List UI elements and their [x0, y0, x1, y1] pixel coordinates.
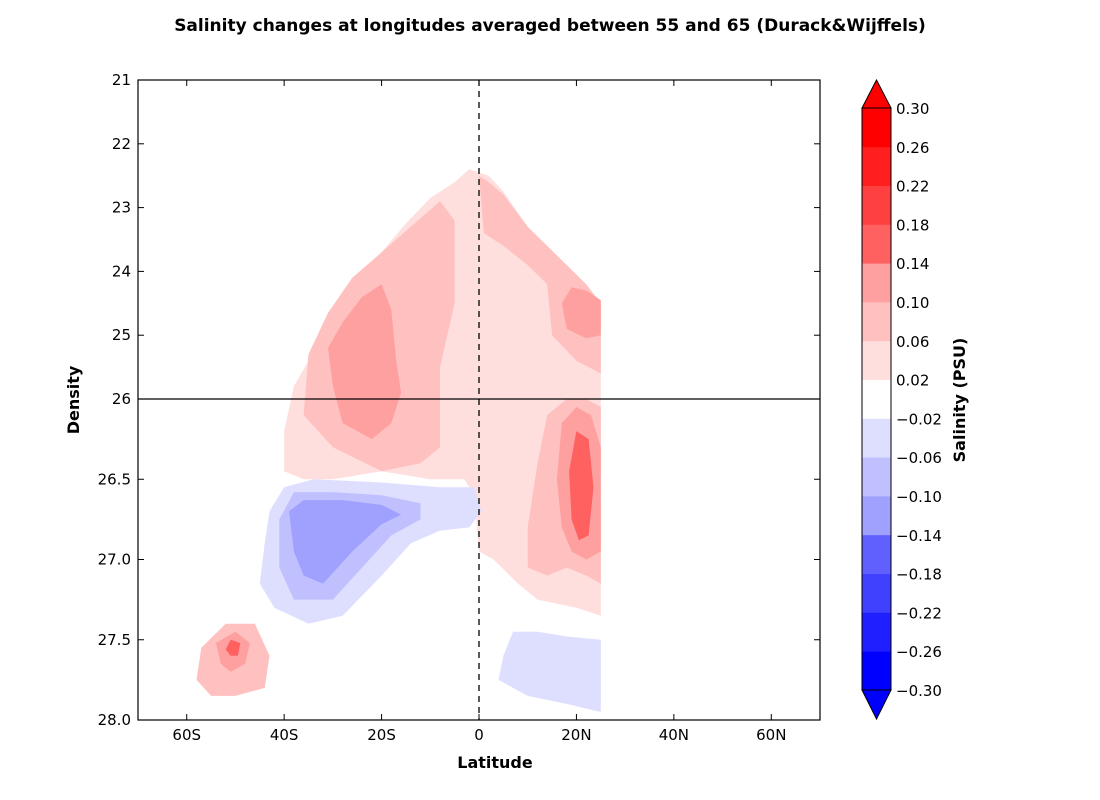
colorbar-band: [862, 340, 891, 380]
colorbar-tick-label: 0.06: [896, 333, 929, 351]
y-tick-label: 27.5: [98, 631, 131, 649]
y-tick-label: 22: [112, 135, 131, 153]
colorbar-band: [862, 224, 891, 264]
colorbar-band: [862, 457, 891, 497]
y-tick-label: 23: [112, 199, 131, 217]
colorbar-band: [862, 651, 891, 691]
y-axis-ticks: 21 22 23 24 25 26 26.5 27.0 27.5 28.0: [98, 71, 820, 729]
colorbar-tick-label: −0.10: [896, 488, 942, 506]
y-tick-label: 26: [112, 390, 131, 408]
contour-region-positive-10: [225, 639, 241, 656]
x-tick-label: 40N: [659, 726, 689, 744]
colorbar-tick-label: 0.30: [896, 100, 929, 118]
colorbar-band: [862, 418, 891, 458]
colorbar-tick-label: −0.06: [896, 449, 942, 467]
colorbar-tick-label: 0.18: [896, 216, 929, 234]
colorbar-tick-label: −0.18: [896, 566, 942, 584]
contour-region-positive-5: [328, 284, 402, 440]
colorbar: [861, 78, 892, 721]
colorbar-band: [862, 573, 891, 613]
colorbar-tick-label: −0.02: [896, 410, 942, 428]
y-axis-label: Density: [64, 365, 83, 434]
colorbar-ticks: −0.30 −0.26 −0.22 −0.18 −0.14 −0.10 −0.06 −0.02…: [896, 100, 942, 700]
contour-region-positive-7: [561, 287, 601, 339]
colorbar-tick-label: −0.22: [896, 604, 942, 622]
contour-regions: [196, 169, 601, 712]
x-tick-label: 20S: [367, 726, 396, 744]
colorbar-tick-label: 0.14: [896, 255, 929, 273]
x-tick-label: 40S: [270, 726, 299, 744]
x-tick-label: 60S: [172, 726, 201, 744]
colorbar-band: [862, 496, 891, 536]
contour-region-negative-12: [498, 631, 601, 712]
colorbar-tick-label: −0.26: [896, 643, 942, 661]
x-tick-label: 0: [474, 726, 484, 744]
colorbar-band: [862, 263, 891, 303]
x-axis-label: Latitude: [457, 753, 533, 772]
colorbar-band: [862, 379, 891, 419]
y-tick-label: 26.5: [98, 470, 131, 488]
colorbar-label: Salinity (PSU): [950, 338, 969, 463]
chart-title: Salinity changes at longitudes averaged …: [174, 16, 926, 36]
colorbar-band: [862, 108, 891, 148]
x-axis-ticks: 60S 40S 20S 0 20N 40N 60N: [172, 80, 786, 744]
colorbar-band: [862, 612, 891, 652]
y-tick-label: 27.0: [98, 551, 131, 569]
y-tick-label: 25: [112, 326, 131, 344]
colorbar-band: [862, 302, 891, 342]
y-tick-label: 24: [112, 262, 131, 280]
colorbar-band: [862, 534, 891, 574]
colorbar-band: [862, 146, 891, 186]
colorbar-tick-label: 0.22: [896, 178, 929, 196]
colorbar-band: [862, 185, 891, 225]
colorbar-tick-label: 0.10: [896, 294, 929, 312]
x-tick-label: 60N: [756, 726, 786, 744]
colorbar-tick-label: 0.02: [896, 372, 929, 390]
colorbar-tick-label: −0.14: [896, 527, 942, 545]
contour-region-positive-9: [569, 431, 594, 541]
y-tick-label: 28.0: [98, 711, 131, 729]
x-tick-label: 20N: [561, 726, 591, 744]
colorbar-tick-label: 0.26: [896, 139, 929, 157]
colorbar-frame: [861, 107, 892, 691]
colorbar-tick-label: −0.30: [896, 682, 942, 700]
y-tick-label: 21: [112, 71, 131, 89]
contour-region-negative-14: [289, 500, 402, 584]
